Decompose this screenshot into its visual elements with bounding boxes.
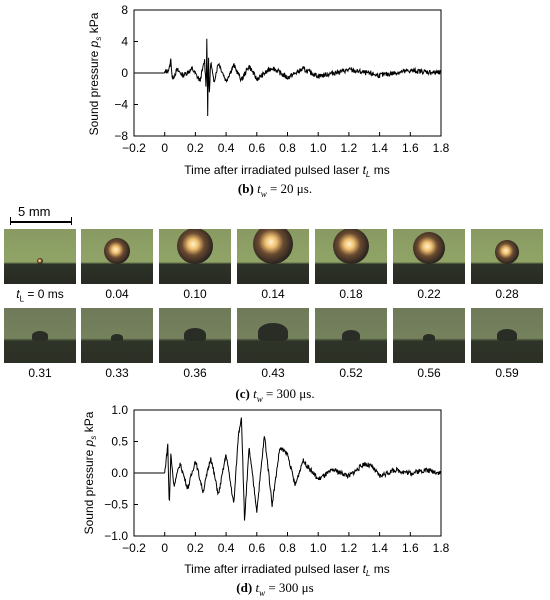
- x-tick-label: 0.6: [248, 541, 265, 555]
- frame-time-label: 0.10: [183, 287, 207, 301]
- bubble: [413, 232, 445, 264]
- frame-time-label: 0.14: [261, 287, 285, 301]
- bubble: [104, 238, 130, 264]
- bubble: [333, 229, 369, 264]
- high-speed-frame: [4, 229, 76, 284]
- frame-time-label: 0.31: [28, 366, 52, 380]
- x-tick-label: 0.2: [187, 141, 204, 155]
- y-tick-label: 4: [121, 35, 128, 49]
- series-line: [134, 417, 442, 521]
- bubble: [184, 327, 206, 341]
- x-tick-label: 0.4: [218, 541, 235, 555]
- y-tick-label: 1.0: [111, 403, 128, 417]
- frame-time-label: 0.52: [339, 366, 363, 380]
- x-tick-label: 1.0: [310, 141, 327, 155]
- x-tick-label: 0.8: [279, 141, 296, 155]
- x-axis-label: Time after irradiated pulsed laser tL ms: [184, 163, 389, 179]
- high-speed-frame: [471, 308, 543, 363]
- y-tick-label: 0.0: [111, 466, 128, 480]
- x-tick-label: 1.6: [402, 541, 419, 555]
- x-tick-label: 1.4: [371, 141, 388, 155]
- x-tick-label: 1.2: [341, 141, 358, 155]
- x-tick-label: −0.2: [122, 541, 146, 555]
- series-line: [134, 38, 442, 117]
- frame-time-label: 0.33: [105, 366, 129, 380]
- high-speed-frame: [159, 308, 231, 363]
- x-tick-label: 1.8: [433, 541, 450, 555]
- frame-time-label: 0.36: [183, 366, 207, 380]
- y-tick-label: 0.5: [111, 435, 128, 449]
- bubble: [258, 323, 288, 341]
- bubble: [32, 331, 48, 341]
- frame-time-label: 0.28: [495, 287, 519, 301]
- scale-bar-tick-right: [71, 217, 72, 225]
- high-speed-frame: [471, 229, 543, 284]
- scale-bar-tick-left: [10, 217, 11, 225]
- x-tick-label: 1.4: [371, 541, 388, 555]
- high-speed-frame: [315, 308, 387, 363]
- y-tick-label: −1.0: [104, 529, 128, 543]
- y-tick-label: 8: [121, 3, 128, 17]
- y-axis-label: Sound pressure ps kPa: [87, 12, 103, 135]
- bubble: [177, 229, 213, 264]
- bubble: [342, 330, 360, 341]
- x-tick-label: 0.6: [248, 141, 265, 155]
- y-tick-label: −0.5: [104, 498, 128, 512]
- high-speed-frame: [315, 229, 387, 284]
- caption-c: (c) tw = 300 μs.: [235, 386, 315, 404]
- high-speed-frame: [393, 229, 465, 284]
- y-tick-label: 0: [121, 66, 128, 80]
- caption-b: (b) tw = 20 μs.: [237, 181, 313, 199]
- chart-bottom: 1.0 0.5 0.0 −0.5 −1.0 −0.2 0 0.2 0.4 0.6 0.8 1.0 1.…: [82, 403, 450, 578]
- high-speed-frame: [393, 308, 465, 363]
- caption-d: (d) tw = 300 μs: [236, 580, 314, 598]
- x-tick-label: 0: [161, 141, 168, 155]
- y-tick-label: −8: [114, 129, 128, 143]
- frame-time-label: 0.22: [417, 287, 441, 301]
- frame-time-label: 0.18: [339, 287, 363, 301]
- high-speed-frame: [4, 308, 76, 363]
- x-tick-label: 1.2: [341, 541, 358, 555]
- frame-time-label: 0.04: [105, 287, 129, 301]
- frame-time-label: 0.56: [417, 366, 441, 380]
- frame-time-label: 0.43: [261, 366, 285, 380]
- chart-top: 8 4 0 −4 −8 −0.2 0 0.2 0.4 0.6 0.8 1.0 1.2 1.4 1.6 1.8…: [87, 3, 450, 179]
- x-tick-label: 0.2: [187, 541, 204, 555]
- x-tick-label: −0.2: [122, 141, 146, 155]
- scale-bar: [10, 221, 72, 223]
- bubble: [495, 240, 519, 264]
- x-tick-label: 0.4: [218, 141, 235, 155]
- high-speed-frame: [81, 308, 153, 363]
- scale-bar-label: 5 mm: [18, 204, 51, 219]
- y-tick-label: −4: [114, 98, 128, 112]
- x-tick-label: 0.8: [279, 541, 296, 555]
- y-axis-label: Sound pressure ps kPa: [82, 411, 98, 534]
- frame-time-label: tL = 0 ms: [16, 287, 64, 304]
- x-tick-label: 1.6: [402, 141, 419, 155]
- frame-time-label: 0.59: [495, 366, 519, 380]
- high-speed-frame: [237, 308, 309, 363]
- x-tick-label: 1.0: [310, 541, 327, 555]
- bubble: [423, 333, 435, 341]
- bubble: [253, 229, 293, 264]
- high-speed-frame: [81, 229, 153, 284]
- high-speed-frame: [237, 229, 309, 284]
- bubble: [37, 258, 43, 264]
- x-tick-label: 0: [161, 541, 168, 555]
- bubble: [497, 329, 517, 341]
- x-axis-label: Time after irradiated pulsed laser tL ms: [184, 562, 389, 578]
- bubble: [111, 333, 123, 341]
- high-speed-frame: [159, 229, 231, 284]
- plot-frame: [133, 409, 442, 537]
- x-tick-label: 1.8: [433, 141, 450, 155]
